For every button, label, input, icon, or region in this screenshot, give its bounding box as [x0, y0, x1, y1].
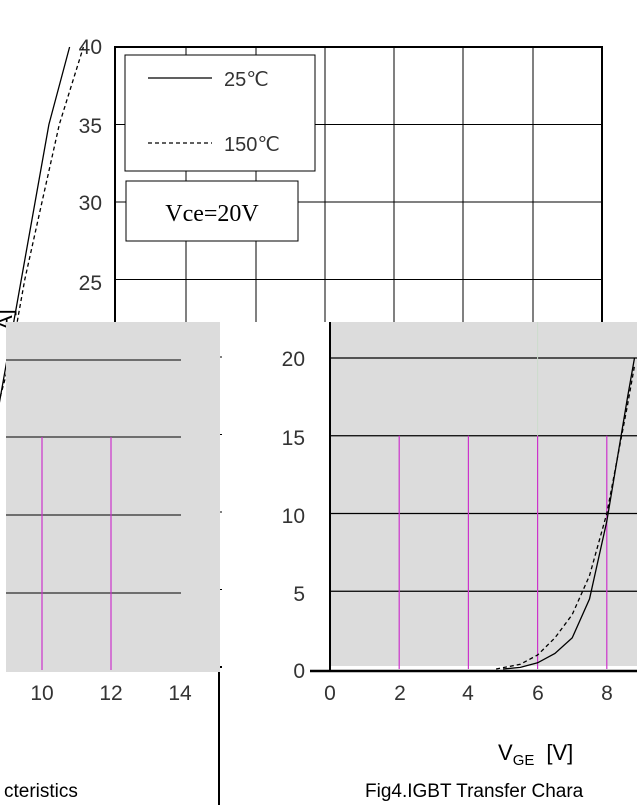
- right-plot-area: [330, 322, 637, 666]
- bg-y-tick-label: 30: [79, 192, 102, 215]
- x-axis-label-unit: [V]: [546, 740, 573, 765]
- right-y-tick-label: 15: [282, 427, 305, 450]
- series-150c-line: [0, 46, 85, 401]
- legend: 25℃ 150℃: [124, 54, 316, 172]
- right-overlay-panel: 20 15 10 5 0 0 2 4 6 8 VGE [V] Fig4.IGBT …: [222, 322, 637, 802]
- legend-label-25c: 25℃: [224, 69, 269, 91]
- series-25c-line: [0, 46, 71, 403]
- left-panel-background: [6, 322, 220, 672]
- right-x-tick-label: 4: [462, 682, 474, 705]
- left-x-tick-label: 10: [30, 682, 53, 705]
- right-y-tick-labels: 20 15 10 5 0: [282, 348, 305, 683]
- background-series: [0, 46, 85, 403]
- left-x-tick-label: 12: [99, 682, 122, 705]
- right-x-axis-label: VGE [V]: [498, 740, 573, 769]
- right-y-tick-label: 0: [293, 660, 305, 683]
- right-panel-series: [495, 357, 636, 670]
- x-axis-label-main: V: [498, 740, 513, 765]
- right-y-tick-label: 20: [282, 348, 305, 371]
- right-panel-gridlines: [310, 322, 637, 673]
- background-y-tick-labels: 40 35 30 25: [79, 36, 102, 295]
- vce-annotation: Vce=20V: [125, 180, 299, 242]
- right-x-tick-labels: 0 2 4 6 8: [324, 682, 613, 705]
- transfer-series-solid-line: [502, 357, 636, 670]
- legend-label-150c: 150℃: [224, 134, 280, 156]
- right-y-tick-label: 10: [282, 505, 305, 528]
- left-overlay-panel: 10 12 14 cteristics: [4, 322, 220, 805]
- x-axis-label-subscript: GE: [513, 752, 535, 769]
- bg-y-tick-label: 35: [79, 115, 102, 138]
- transfer-series-dashed-line: [495, 365, 636, 670]
- left-x-tick-label: 14: [168, 682, 192, 705]
- right-x-tick-label: 2: [394, 682, 406, 705]
- left-caption-fragment: cteristics: [4, 781, 78, 802]
- left-x-tick-labels: 10 12 14: [30, 682, 192, 705]
- vce-annotation-text: Vce=20V: [165, 201, 259, 227]
- bg-y-tick-label: 25: [79, 272, 102, 295]
- legend-box: [124, 54, 316, 172]
- right-x-tick-label: 0: [324, 682, 336, 705]
- right-caption: Fig4.IGBT Transfer Chara: [365, 781, 584, 802]
- right-y-tick-label: 5: [293, 583, 305, 606]
- vce-annotation-box: [125, 180, 299, 242]
- right-x-tick-label: 8: [601, 682, 613, 705]
- right-x-tick-label: 6: [532, 682, 544, 705]
- left-panel-gridlines: [6, 359, 181, 670]
- bg-y-tick-label: 40: [79, 36, 102, 59]
